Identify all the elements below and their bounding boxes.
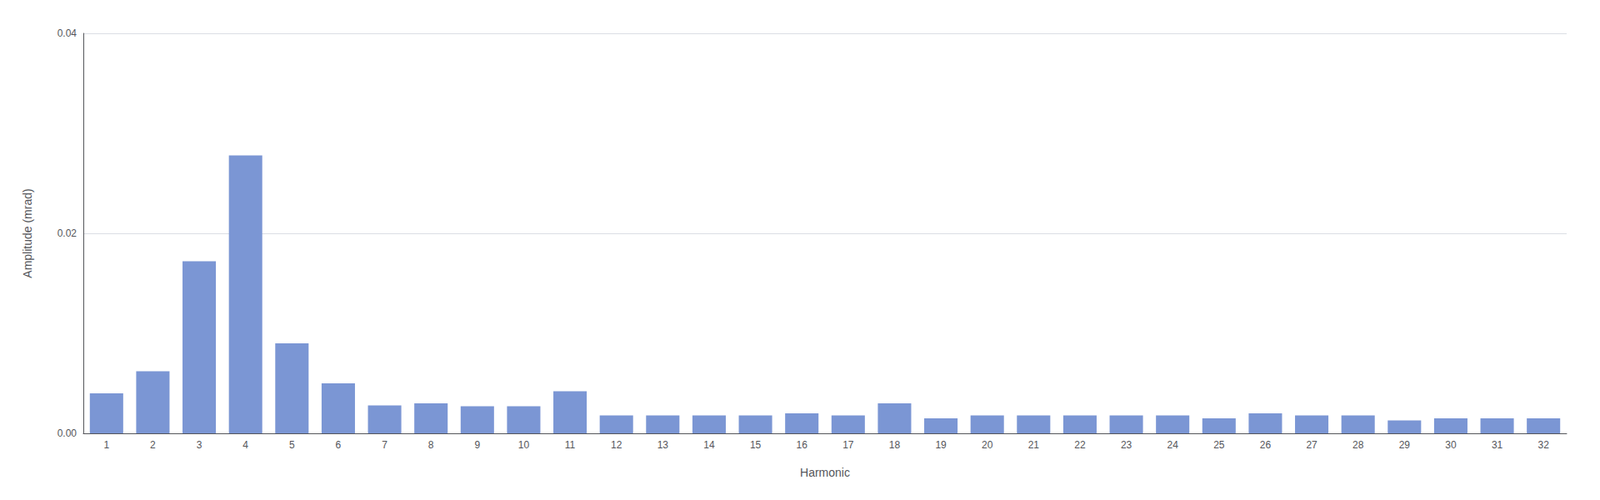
svg-text:Amplitude (mrad): Amplitude (mrad): [20, 188, 35, 278]
svg-text:3: 3: [196, 439, 203, 451]
svg-text:7: 7: [381, 439, 388, 451]
svg-text:30: 30: [1445, 439, 1457, 451]
svg-text:16: 16: [796, 439, 809, 451]
svg-text:0.04: 0.04: [57, 27, 78, 40]
svg-text:20: 20: [981, 439, 994, 451]
svg-text:12: 12: [610, 439, 623, 451]
svg-text:18: 18: [889, 439, 901, 451]
svg-text:24: 24: [1167, 439, 1180, 451]
svg-text:8: 8: [428, 439, 435, 451]
svg-text:27: 27: [1305, 439, 1318, 451]
svg-text:32: 32: [1538, 439, 1550, 451]
svg-text:23: 23: [1120, 439, 1133, 451]
svg-text:26: 26: [1260, 439, 1272, 451]
svg-text:11: 11: [565, 439, 576, 451]
svg-text:15: 15: [750, 439, 762, 451]
svg-text:17: 17: [842, 439, 855, 451]
svg-text:4: 4: [242, 439, 249, 451]
svg-text:2: 2: [150, 439, 156, 451]
svg-text:13: 13: [657, 439, 670, 451]
svg-text:25: 25: [1213, 439, 1225, 451]
svg-text:1: 1: [103, 439, 110, 451]
svg-text:14: 14: [703, 439, 715, 451]
svg-text:22: 22: [1074, 439, 1086, 451]
svg-text:19: 19: [935, 439, 947, 451]
svg-text:Harmonic: Harmonic: [800, 465, 850, 480]
svg-text:21: 21: [1028, 439, 1040, 451]
svg-text:5: 5: [289, 439, 295, 451]
svg-text:9: 9: [474, 439, 480, 451]
svg-text:0.02: 0.02: [57, 227, 78, 240]
svg-text:0.00: 0.00: [57, 427, 78, 440]
svg-text:29: 29: [1399, 439, 1411, 451]
svg-text:10: 10: [518, 439, 530, 451]
svg-text:31: 31: [1491, 439, 1504, 451]
svg-text:6: 6: [335, 439, 342, 451]
svg-text:28: 28: [1352, 439, 1365, 451]
